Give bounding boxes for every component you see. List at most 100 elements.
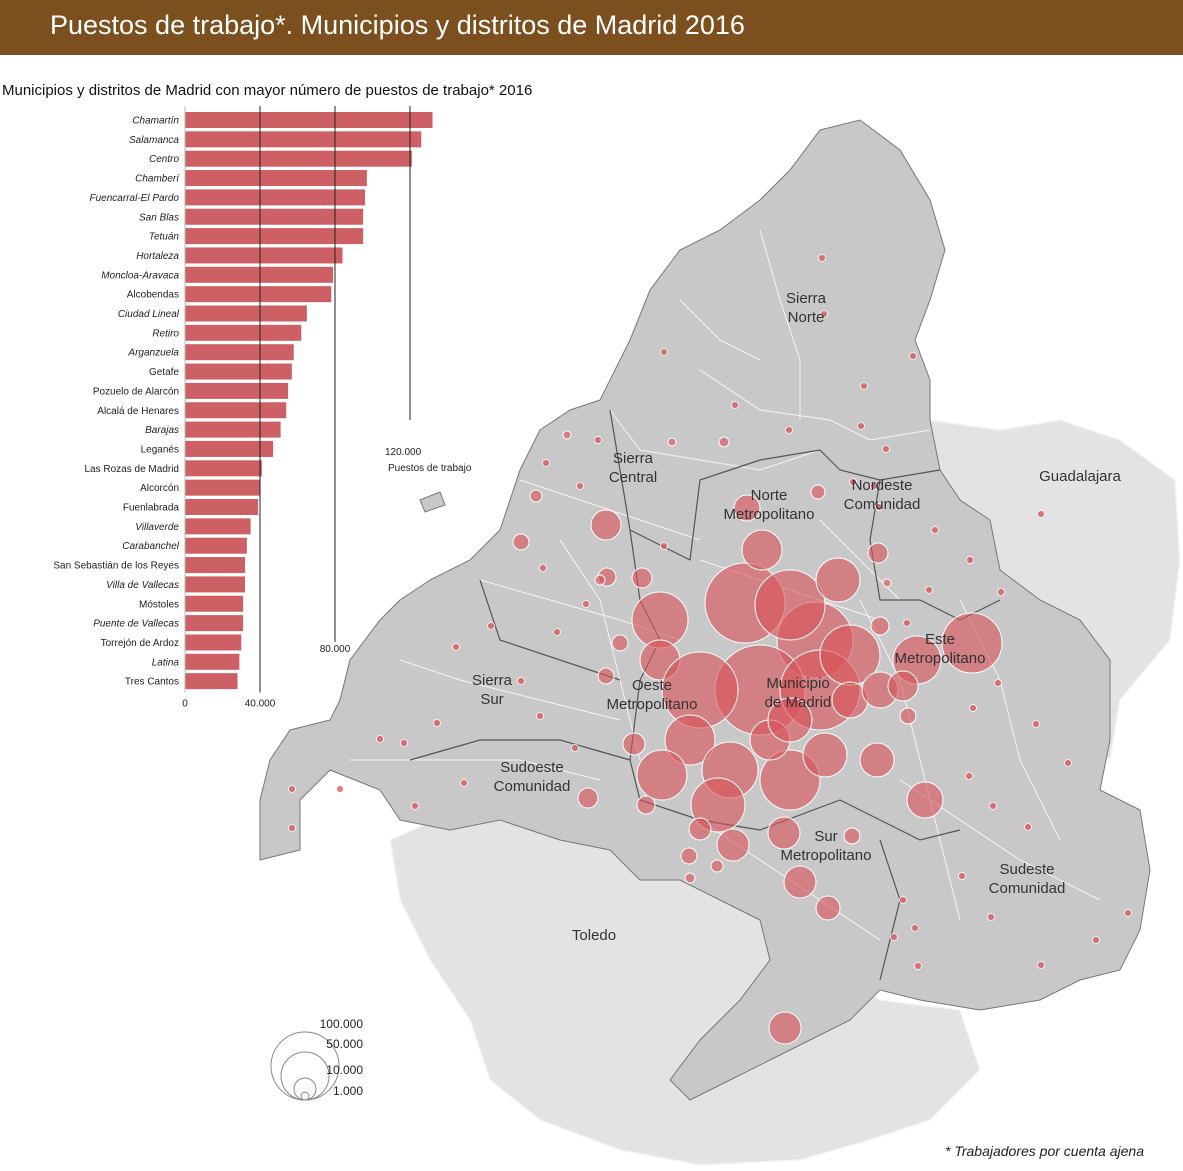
bubble-small xyxy=(925,586,933,594)
legend-label: 100.000 xyxy=(320,1017,364,1031)
bubble-small xyxy=(536,712,544,720)
bubble xyxy=(870,616,890,636)
bubble-small xyxy=(909,352,917,360)
madrid-island-shape xyxy=(419,491,446,513)
region-label: Metropolitano xyxy=(607,696,698,713)
bubble-small xyxy=(582,600,590,608)
bubble-small xyxy=(487,622,495,630)
bubble-small xyxy=(411,802,419,810)
bubble-small xyxy=(989,802,997,810)
bar-label: Retiro xyxy=(152,328,179,339)
bubble-small xyxy=(818,254,826,262)
bubble-small xyxy=(1032,720,1040,728)
bar xyxy=(185,537,247,554)
bar-label: Tres Cantos xyxy=(125,677,179,688)
bubble-small xyxy=(1024,823,1032,831)
bar-label: Moncloa-Aravaca xyxy=(101,270,179,281)
bar-label: Centro xyxy=(149,154,179,165)
bubble-small xyxy=(1037,510,1045,518)
bar xyxy=(185,131,422,148)
bubble xyxy=(859,742,895,778)
bar-label: Arganzuela xyxy=(127,348,179,359)
bar-label: Móstoles xyxy=(139,599,179,610)
bubble xyxy=(680,847,698,865)
region-labels: Sierra Norte Sierra Central Norte Metropolita… xyxy=(472,290,1122,944)
bubble-small xyxy=(376,735,384,743)
madrid-community-shape xyxy=(259,119,1151,1101)
bubble-small xyxy=(987,913,995,921)
page-title: Puestos de trabajo*. Municipios y distri… xyxy=(50,10,745,40)
bar xyxy=(185,673,238,690)
bar-label: Alcorcón xyxy=(140,483,179,494)
bubble xyxy=(882,578,892,588)
legend-label: 10.000 xyxy=(326,1063,363,1077)
region-label: Norte xyxy=(751,487,788,504)
bar-label: Latina xyxy=(152,657,180,668)
bubble-small xyxy=(660,542,668,550)
bar-label: Alcobendas xyxy=(127,290,179,301)
bubble xyxy=(718,436,730,448)
legend-circle xyxy=(293,1077,317,1101)
bar xyxy=(185,557,245,574)
bubble xyxy=(767,816,801,850)
region-label: Comunidad xyxy=(989,880,1066,897)
region-label: Sur xyxy=(480,691,503,708)
region-label: Norte xyxy=(788,309,825,326)
region-label: Sudoeste xyxy=(500,759,563,776)
bubble xyxy=(631,567,653,589)
bubble xyxy=(636,795,656,815)
bubble-small xyxy=(336,785,344,793)
bubble-small xyxy=(966,556,974,564)
bubble xyxy=(636,749,688,801)
bar xyxy=(185,518,251,535)
bar-label: Ciudad Lineal xyxy=(118,309,180,320)
region-label: Sierra xyxy=(472,672,513,689)
bar-label: Alcalá de Henares xyxy=(97,406,179,417)
region-label: Sur xyxy=(814,828,837,845)
madrid-map: Sierra Norte Sierra Central Norte Metropolita… xyxy=(259,119,1181,1166)
bubble xyxy=(767,697,813,743)
legend-circle xyxy=(280,1051,330,1101)
region-label: Este xyxy=(925,631,955,648)
region-label: Sierra xyxy=(786,290,827,307)
bar xyxy=(185,595,244,612)
bubble-small xyxy=(820,310,828,318)
bubble-small xyxy=(875,503,883,511)
bar xyxy=(185,305,307,322)
bar-label: Villaverde xyxy=(135,522,179,533)
bubble-small xyxy=(914,962,922,970)
bubble xyxy=(710,859,724,873)
bubble-small xyxy=(539,564,547,572)
bubble xyxy=(783,865,817,899)
bar-label: Salamanca xyxy=(129,135,179,146)
outside-provinces xyxy=(389,419,1181,1166)
bubble-small xyxy=(433,719,441,727)
bar xyxy=(185,150,412,167)
bubble xyxy=(741,529,783,571)
bar xyxy=(185,324,302,341)
region-label: Toledo xyxy=(572,927,616,944)
bubble xyxy=(867,542,889,564)
legend-circle xyxy=(300,1091,310,1101)
region-label: Comunidad xyxy=(494,778,571,795)
region-label: Guadalajara xyxy=(1039,468,1121,485)
bar xyxy=(185,266,334,283)
bubble xyxy=(768,1011,802,1045)
tick-label: 120.000 xyxy=(385,447,422,458)
size-legend: 100.000 50.000 10.000 1.000 xyxy=(270,1017,364,1101)
bubble xyxy=(906,781,944,819)
bar xyxy=(185,170,367,187)
bar xyxy=(185,228,364,245)
bar xyxy=(185,363,292,380)
bar-label: Carabanchel xyxy=(122,541,179,552)
axis-unit-label: Puestos de trabajo xyxy=(388,463,472,474)
bubble-small xyxy=(731,401,739,409)
bubble xyxy=(887,670,919,702)
bubble-small xyxy=(882,445,890,453)
bubble-small xyxy=(288,785,296,793)
bar xyxy=(185,634,242,651)
bar xyxy=(185,576,245,593)
bubble-small xyxy=(965,772,973,780)
bar-label: Getafe xyxy=(149,367,179,378)
bubble xyxy=(562,430,572,440)
